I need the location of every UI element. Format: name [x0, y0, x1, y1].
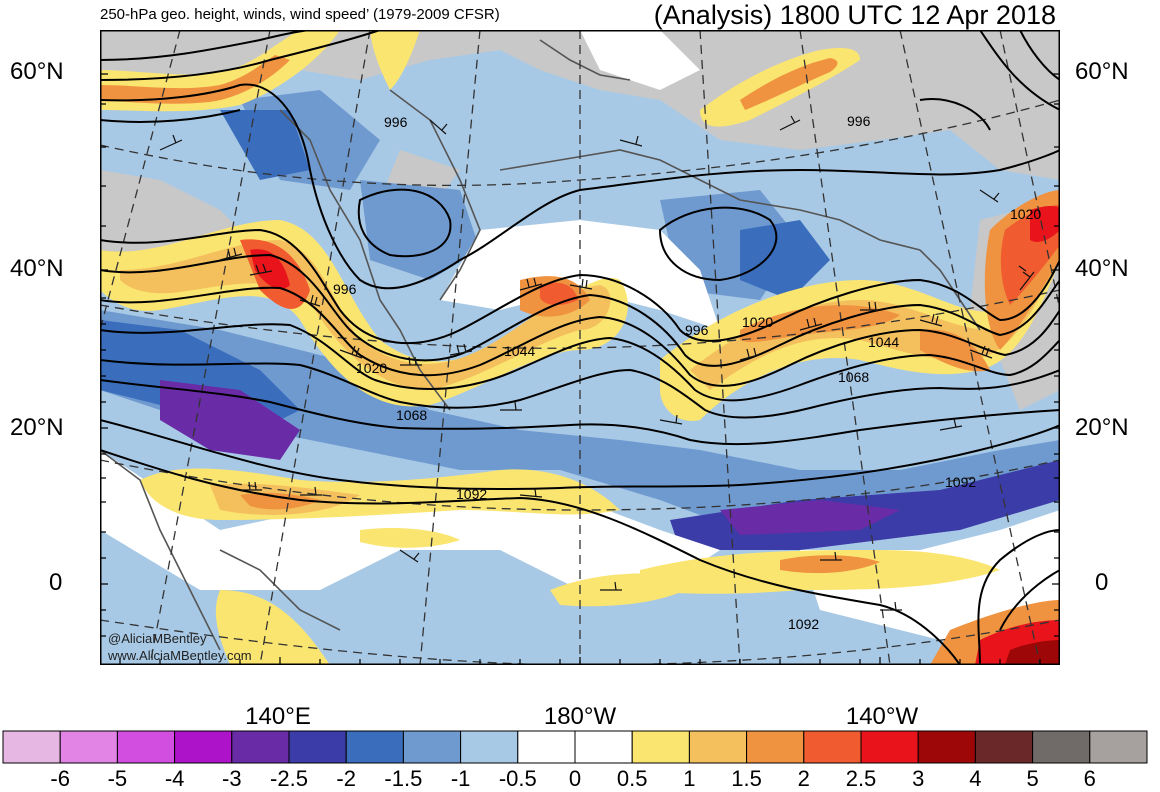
- colorbar-label: -6: [50, 766, 70, 791]
- colorbar-swatch: [688, 730, 748, 764]
- contour-label: 1044: [868, 334, 899, 350]
- colorbar-label: 1.5: [731, 766, 762, 791]
- colorbar-label: 0.5: [616, 766, 648, 791]
- jet-streak-anomalies: [100, 30, 1060, 421]
- contour-label: 1020: [742, 314, 773, 330]
- colorbar-label: 4: [969, 766, 982, 791]
- colorbar-swatch: [2, 730, 61, 764]
- map-title: (Analysis) 1800 UTC 12 Apr 2018: [653, 0, 1056, 30]
- contour-label: 1068: [838, 369, 869, 385]
- colorbar-swatch: [917, 730, 976, 764]
- colorbar-swatch: [288, 730, 347, 764]
- contour-label: 1092: [456, 486, 487, 502]
- colorbar: [2, 730, 1148, 764]
- colorbar-label: 0: [568, 766, 582, 791]
- contour-label: 1068: [396, 407, 427, 423]
- contour-label: 1092: [945, 474, 976, 490]
- map-subtitle: 250-hPa geo. height, winds, wind speed’ …: [100, 6, 500, 23]
- graticule: [100, 30, 1060, 665]
- colorbar-swatch: [59, 730, 118, 764]
- contour-label: 1092: [788, 616, 819, 632]
- colorbar-label: -1.5: [384, 766, 423, 791]
- credit-website: www.AliciaMBentley.com: [108, 648, 252, 663]
- contour-label: 996: [685, 322, 709, 338]
- colorbar-label: 6: [1083, 766, 1096, 791]
- colorbar-label: 2.5: [845, 766, 877, 791]
- colorbar-swatch: [1032, 730, 1091, 764]
- weather-map: 996 996 996 996 1020 1020 1020 1044 1044…: [100, 30, 1060, 665]
- credit-handle: @AliciaMBentley: [108, 631, 207, 646]
- subtropical-jet-anomalies: [140, 468, 1060, 665]
- colorbar-swatch: [345, 730, 404, 764]
- contour-label: 996: [847, 113, 871, 129]
- colorbar-swatch: [746, 730, 805, 764]
- lat-label-right: 0: [1095, 569, 1109, 596]
- colorbar-label: -3: [222, 766, 242, 791]
- colorbar-label: -2: [336, 766, 356, 791]
- contour-label: 1020: [356, 360, 387, 376]
- colorbar-label: -2.5: [270, 766, 308, 791]
- map-ticks: [100, 73, 1060, 665]
- lat-label-right: 60°N: [1075, 58, 1129, 85]
- colorbar-swatch: [574, 730, 633, 764]
- colorbar-label: -5: [107, 766, 128, 791]
- lat-label-right: 20°N: [1075, 414, 1129, 441]
- colorbar-swatch: [860, 730, 919, 764]
- colorbar-label: -0.5: [498, 766, 537, 791]
- lon-label: 140°W: [845, 703, 919, 730]
- lat-label-left: 40°N: [10, 255, 64, 282]
- lat-label-left: 0: [49, 569, 63, 596]
- lat-label-right: 40°N: [1075, 255, 1129, 282]
- map-frame: [100, 30, 1060, 665]
- height-contours: [100, 30, 1060, 665]
- coastlines: [100, 39, 981, 651]
- colorbar-swatch: [460, 730, 519, 764]
- colorbar-label: 1: [683, 766, 696, 791]
- colorbar-label: -4: [164, 766, 185, 791]
- colorbar-swatch: [174, 730, 233, 764]
- colorbar-swatch: [631, 730, 690, 764]
- colorbar-swatch: [231, 730, 290, 764]
- contour-label-group: 996 996 996 996 1020 1020 1020 1044 1044…: [333, 113, 1041, 632]
- colorbar-label: 3: [912, 766, 925, 791]
- colorbar-label: 2: [797, 766, 810, 791]
- colorbar-label: 5: [1026, 766, 1039, 791]
- colorbar-swatch: [803, 730, 862, 764]
- lon-label: 180°W: [543, 703, 617, 730]
- colorbar-label: -1: [450, 766, 471, 791]
- colorbar-swatch: [402, 730, 462, 764]
- colorbar-swatch: [116, 730, 176, 764]
- contour-label: 1044: [504, 343, 535, 359]
- colorbar-swatch: [974, 730, 1034, 764]
- colorbar-swatch: [517, 730, 576, 764]
- contour-label: 996: [333, 281, 357, 297]
- contour-label: 1020: [1010, 206, 1041, 222]
- lat-label-left: 20°N: [10, 414, 64, 441]
- lat-label-left: 60°N: [10, 58, 64, 85]
- lon-label: 140°E: [245, 703, 311, 730]
- contour-label: 996: [384, 114, 408, 130]
- wind-barbs: [159, 115, 1035, 611]
- colorbar-swatch: [1089, 730, 1148, 764]
